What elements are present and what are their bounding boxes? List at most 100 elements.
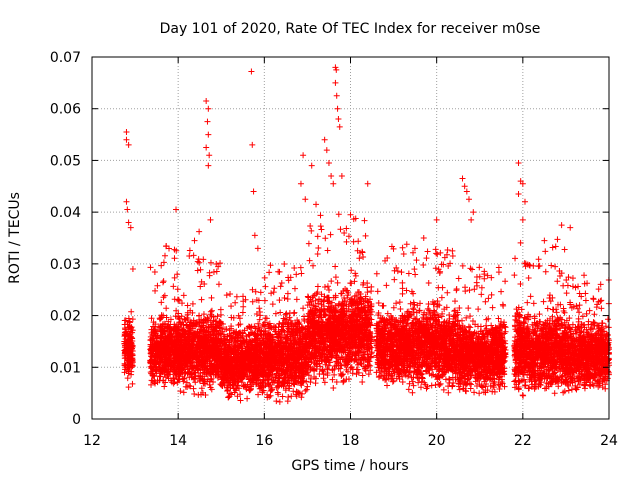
data-point [284, 295, 291, 302]
data-point [324, 283, 331, 290]
data-point [228, 303, 235, 310]
data-point [314, 283, 321, 290]
data-point [312, 380, 319, 387]
data-point [307, 222, 314, 229]
data-point [171, 274, 178, 281]
data-point [334, 279, 341, 286]
data-point [355, 238, 362, 245]
data-point [330, 384, 337, 391]
data-point [337, 226, 344, 233]
data-point [158, 299, 165, 306]
data-point [244, 395, 251, 402]
data-point [129, 316, 136, 323]
data-point [300, 305, 307, 312]
data-point [128, 364, 135, 371]
data-point [121, 347, 128, 354]
data-point [191, 237, 198, 244]
data-point [321, 284, 328, 291]
data-point [239, 309, 246, 316]
data-point [267, 262, 274, 269]
data-point [124, 321, 131, 328]
data-point [318, 226, 325, 233]
data-point [161, 383, 168, 390]
data-point [160, 259, 167, 266]
data-point [163, 305, 170, 312]
data-point [273, 398, 280, 405]
data-point [151, 268, 158, 275]
data-point [348, 267, 355, 274]
data-point [293, 296, 300, 303]
data-point [399, 279, 406, 286]
data-point [262, 283, 269, 290]
data-point [207, 259, 214, 266]
data-point [121, 317, 128, 324]
data-point [128, 326, 135, 333]
data-point [278, 280, 285, 287]
data-point [315, 244, 322, 251]
data-point [125, 328, 132, 335]
data-point [276, 268, 283, 275]
data-point [270, 289, 277, 296]
data-point [375, 299, 382, 306]
data-point [170, 283, 177, 290]
data-point [399, 379, 406, 386]
data-point [321, 379, 328, 386]
data-point [128, 341, 135, 348]
data-point [227, 290, 234, 297]
data-point [129, 357, 136, 364]
data-point [332, 263, 339, 270]
data-point [128, 371, 135, 378]
data-point [359, 378, 366, 385]
data-point [293, 271, 300, 278]
data-point [277, 283, 284, 290]
data-point [298, 394, 305, 401]
data-point [194, 267, 201, 274]
data-point [213, 268, 220, 275]
data-point [174, 286, 181, 293]
data-point [261, 297, 268, 304]
data-point [124, 341, 131, 348]
data-point [362, 232, 369, 239]
data-point [343, 238, 350, 245]
data-point [198, 296, 205, 303]
data-point [125, 315, 132, 322]
data-point [128, 308, 135, 315]
data-point [180, 292, 187, 299]
data-point [324, 247, 331, 254]
data-point [374, 288, 381, 295]
data-point [276, 398, 283, 405]
data-point [163, 243, 170, 250]
data-point [186, 253, 193, 260]
data-point [180, 389, 187, 396]
data-point [196, 259, 203, 266]
data-point [365, 371, 372, 378]
data-point [257, 289, 264, 296]
data-point [217, 311, 224, 318]
data-point [189, 300, 196, 307]
data-point [208, 307, 215, 314]
data-point [284, 398, 291, 405]
data-point [340, 379, 347, 386]
data-point [364, 284, 371, 291]
data-point [269, 301, 276, 308]
data-point [172, 313, 179, 320]
data-point [332, 274, 339, 281]
data-point [308, 227, 315, 234]
data-point [277, 309, 284, 316]
data-point [122, 332, 129, 339]
data-point [160, 278, 167, 285]
data-point [359, 372, 366, 379]
data-point [317, 212, 324, 219]
data-point [284, 290, 291, 297]
data-point [160, 279, 167, 286]
data-point [186, 247, 193, 254]
data-point [360, 254, 367, 261]
data-point [306, 257, 313, 264]
data-point [124, 375, 131, 382]
data-point [148, 315, 155, 322]
data-point [232, 299, 239, 306]
data-point [200, 256, 207, 263]
data-point [345, 233, 352, 240]
data-point [297, 264, 304, 271]
